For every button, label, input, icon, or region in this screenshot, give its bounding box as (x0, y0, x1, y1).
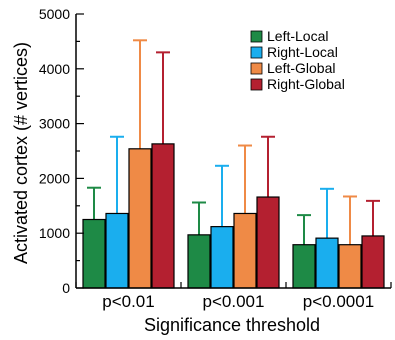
bar (187, 234, 211, 289)
legend-swatch (250, 46, 263, 59)
y-tick-label: 3000 (39, 116, 70, 132)
bar (256, 196, 280, 289)
y-tick-label: 5000 (39, 6, 70, 22)
legend-label: Left-Local (267, 28, 328, 44)
bar (233, 212, 257, 289)
legend-swatch (250, 62, 263, 75)
bar (210, 226, 234, 289)
y-tick-label: 0 (62, 280, 70, 296)
bar (105, 212, 129, 289)
bar (338, 244, 362, 289)
bar (82, 218, 106, 289)
axes: 0 1000 2000 3000 4000 5000 p<0.01 p<0.001 p<0.00… (39, 6, 392, 311)
legend-swatch (250, 78, 263, 91)
bar (151, 143, 175, 289)
y-tick-label: 2000 (39, 170, 70, 186)
x-tick-label: p<0.0001 (303, 292, 374, 311)
y-axis-title: Activated cortex (# vertices) (11, 42, 31, 264)
x-tick-label: p<0.01 (102, 292, 154, 311)
x-axis-title: Significance threshold (144, 315, 320, 335)
bar (128, 148, 152, 289)
y-tick-label: 1000 (39, 225, 70, 241)
legend-label: Right-Local (267, 44, 338, 60)
bar (315, 237, 339, 289)
x-tick-label: p<0.001 (203, 292, 265, 311)
y-tick-label: 4000 (39, 61, 70, 77)
bar (292, 244, 316, 289)
bar (361, 235, 385, 289)
plot-area (82, 39, 385, 289)
legend-swatch (250, 30, 263, 43)
legend: Left-LocalRight-LocalLeft-GlobalRight-Gl… (250, 28, 345, 92)
legend-label: Right-Global (267, 76, 345, 92)
legend-label: Left-Global (267, 60, 335, 76)
